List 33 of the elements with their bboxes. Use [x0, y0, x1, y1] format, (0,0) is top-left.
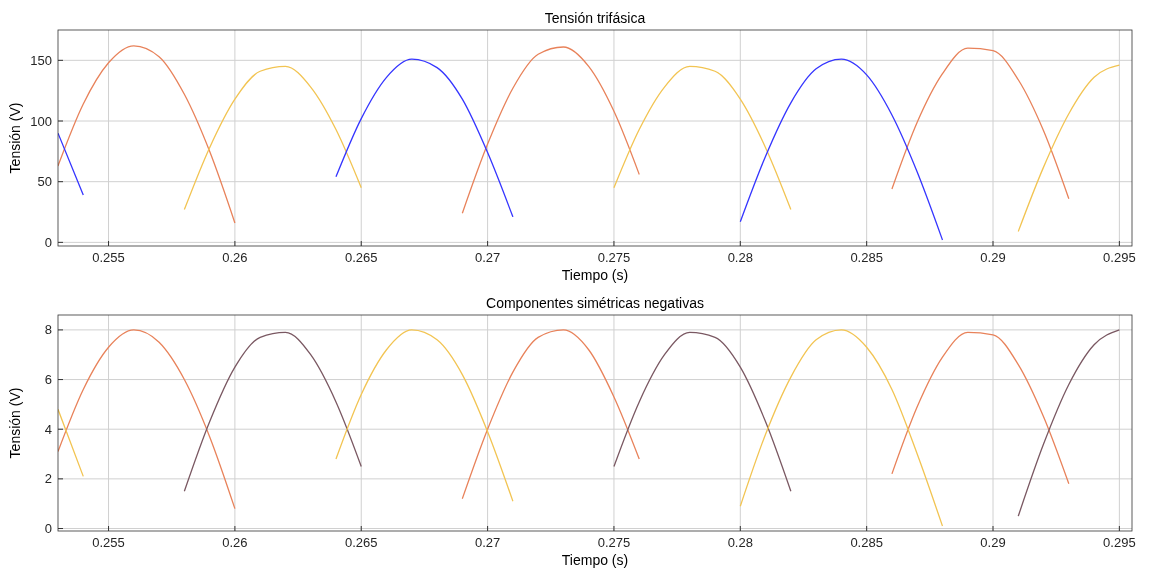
x-tick-label: 0.265 [344, 535, 378, 550]
x-tick-label: 0.275 [597, 535, 631, 550]
x-tick-label: 0.27 [474, 535, 501, 550]
y-tick-label: 6 [44, 372, 52, 388]
chart-title: Componentes simétricas negativas [486, 295, 704, 311]
x-tick-label: 0.275 [597, 250, 631, 265]
y-axis-title: Tensión (V) [7, 102, 23, 174]
chart-title: Tensión trifásica [544, 10, 646, 26]
y-tick-label: 0 [44, 521, 52, 537]
x-tick-label: 0.26 [222, 535, 248, 550]
x-tick-label: 0.29 [980, 250, 1006, 265]
y-tick-label: 8 [44, 322, 52, 338]
x-tick-label: 0.26 [222, 250, 248, 265]
y-tick-label: 100 [30, 113, 52, 129]
x-tick-label: 0.28 [727, 535, 753, 550]
y-tick-label: 50 [37, 174, 52, 190]
x-tick-label: 0.28 [727, 250, 753, 265]
x-tick-label: 0.295 [1103, 535, 1136, 550]
y-tick-label: 0 [44, 234, 52, 250]
x-tick-label: 0.265 [344, 250, 378, 265]
x-tick-label: 0.27 [474, 250, 501, 265]
x-tick-label: 0.255 [92, 250, 125, 265]
x-tick-label: 0.255 [92, 535, 125, 550]
x-tick-label: 0.29 [980, 535, 1006, 550]
x-tick-label: 0.285 [850, 535, 883, 550]
y-axis-title: Tensión (V) [7, 387, 23, 459]
y-tick-label: 4 [44, 421, 52, 437]
y-tick-label: 2 [44, 471, 52, 487]
x-tick-label: 0.285 [850, 250, 883, 265]
y-tick-label: 150 [30, 52, 52, 68]
x-tick-label: 0.295 [1103, 250, 1136, 265]
x-axis-title: Tiempo (s) [561, 267, 629, 283]
x-axis-title: Tiempo (s) [561, 552, 629, 568]
